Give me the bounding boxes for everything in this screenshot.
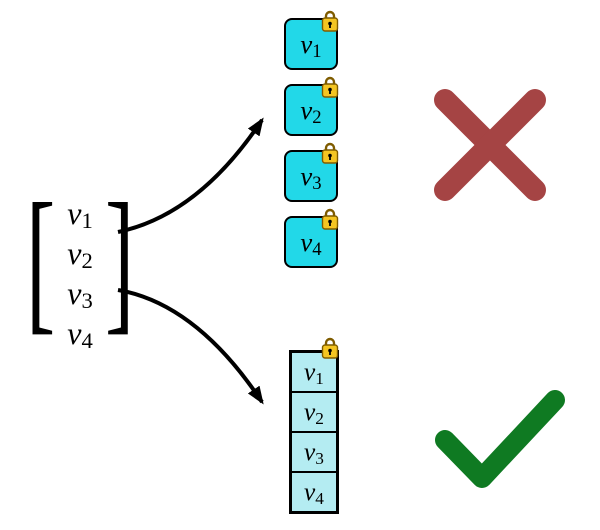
cross-icon [445,100,535,190]
diagram-stage: [ v1v2v3v4 ] v1v2v3v4 v1v2v3v4 [0,0,600,530]
verdict-marks [0,0,600,530]
check-icon [445,400,555,478]
